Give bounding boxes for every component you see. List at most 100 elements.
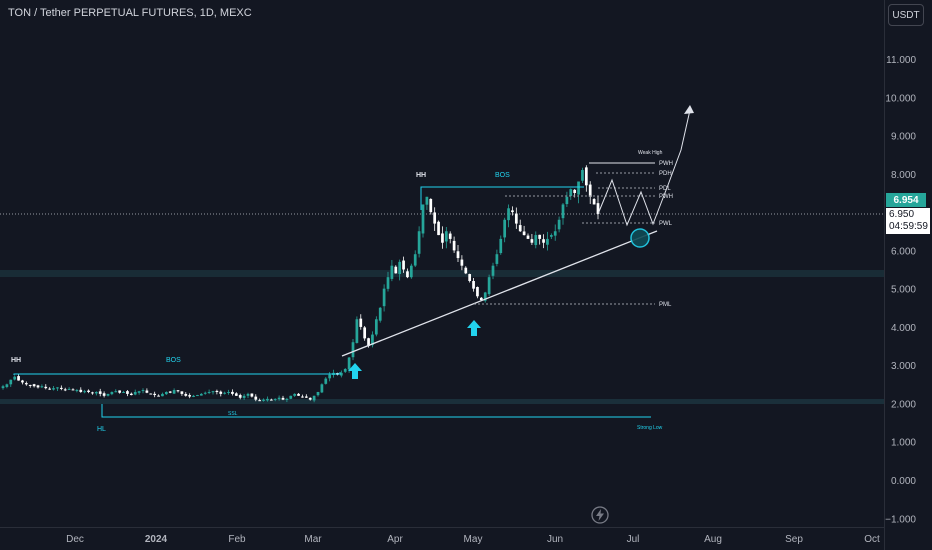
candle-body	[402, 260, 405, 270]
lightning-logo-icon[interactable]	[591, 506, 609, 524]
candle-body	[219, 391, 223, 394]
x-tick-label: May	[464, 534, 483, 545]
candle-body	[441, 233, 444, 243]
candle-body	[9, 379, 13, 385]
candle-body	[215, 390, 219, 392]
pdh-label: PDH	[659, 171, 672, 177]
candle-body	[231, 391, 234, 394]
candle-body	[417, 231, 421, 254]
x-tick-label: Oct	[864, 534, 880, 545]
candle-body	[238, 395, 242, 398]
candle-body	[28, 384, 32, 386]
candle-body	[48, 388, 52, 390]
candle-body	[242, 395, 246, 398]
candle-body	[44, 386, 48, 389]
candle-body	[429, 198, 433, 213]
candle-body	[507, 208, 510, 221]
weak-high-label: Weak High	[638, 150, 663, 156]
candle-body	[448, 233, 452, 239]
candle-body	[557, 219, 561, 230]
candle-body	[63, 389, 67, 391]
candle-body	[472, 281, 475, 289]
candle-body	[569, 189, 573, 197]
candle-body	[24, 383, 28, 385]
candle-body	[266, 398, 269, 401]
candle-body	[145, 390, 149, 393]
price-axis[interactable]: 11.00010.0009.0008.0007.0006.0005.0004.0…	[885, 55, 916, 525]
candle-body	[157, 395, 160, 397]
y-tick-label: 4.000	[891, 323, 916, 334]
candle-body	[293, 393, 297, 396]
time-axis[interactable]: Dec 2024 Feb Mar Apr May Jun Jul Aug Sep Oct	[66, 534, 880, 545]
last-price-label: 6.954	[886, 193, 926, 207]
currency-button[interactable]: USDT	[888, 4, 924, 26]
hl-label: HL	[97, 426, 106, 433]
candle-body	[196, 395, 199, 397]
candle-body	[161, 393, 164, 397]
candle-body	[596, 203, 600, 215]
candle-body	[549, 235, 553, 237]
y-tick-label: 6.000	[891, 246, 916, 257]
candle-body	[192, 395, 195, 397]
candle-body	[577, 181, 580, 195]
candle-body	[479, 297, 483, 301]
candle-body	[118, 390, 122, 393]
trend-line	[341, 230, 658, 357]
candle-body	[308, 397, 312, 400]
candle-body	[359, 318, 363, 327]
pwh-second-label: PWH	[659, 194, 673, 200]
candle-body	[5, 384, 9, 387]
y-tick-label: 1.000	[891, 438, 916, 449]
candle-body	[106, 393, 110, 396]
candle-body	[546, 238, 549, 245]
y-tick-label: 0.000	[891, 476, 916, 487]
candle-body	[514, 213, 518, 224]
x-tick-label: Apr	[387, 534, 403, 545]
candle-body	[250, 393, 254, 397]
candle-body	[588, 184, 592, 197]
candle-body	[386, 277, 390, 289]
current-price-value: 6.950	[889, 209, 915, 220]
y-tick-label: 8.000	[891, 170, 916, 181]
hh-left-label: HH	[11, 357, 21, 364]
candle-body	[437, 221, 440, 236]
candle-body	[98, 391, 102, 394]
candle-body	[32, 384, 36, 387]
candle-body	[584, 167, 588, 186]
candle-body	[273, 398, 277, 400]
candle-body	[184, 393, 188, 396]
candle-body	[499, 238, 503, 254]
candle-body	[168, 391, 172, 393]
candle-body	[203, 392, 207, 394]
candle-body	[79, 389, 83, 392]
candle-body	[367, 338, 370, 347]
arrow-up-icon	[467, 320, 481, 336]
candle-body	[409, 265, 413, 278]
candle-body	[102, 393, 106, 396]
candle-body	[75, 390, 79, 392]
candle-body	[149, 393, 153, 395]
candle-body	[561, 204, 565, 219]
candle-body	[518, 225, 522, 232]
candle-body	[464, 267, 468, 274]
x-tick-label: Jul	[627, 534, 640, 545]
candle-body	[553, 231, 557, 236]
candle-body	[21, 380, 24, 383]
candle-body	[406, 271, 409, 278]
y-tick-label: 10.000	[885, 93, 916, 104]
candle-body	[129, 393, 133, 396]
candle-body	[67, 388, 71, 390]
candle-body	[468, 274, 472, 281]
candle-body	[172, 390, 176, 394]
candle-body	[223, 392, 227, 394]
candle-body	[452, 240, 456, 251]
y-tick-label: −1.000	[885, 514, 916, 525]
pwl-label: PWL	[659, 221, 673, 227]
candle-body	[522, 231, 526, 236]
y-tick-label: 9.000	[891, 132, 916, 143]
candle-body	[207, 391, 211, 393]
candle-body	[421, 204, 425, 234]
candle-body	[52, 388, 55, 390]
candle-body	[141, 390, 145, 392]
